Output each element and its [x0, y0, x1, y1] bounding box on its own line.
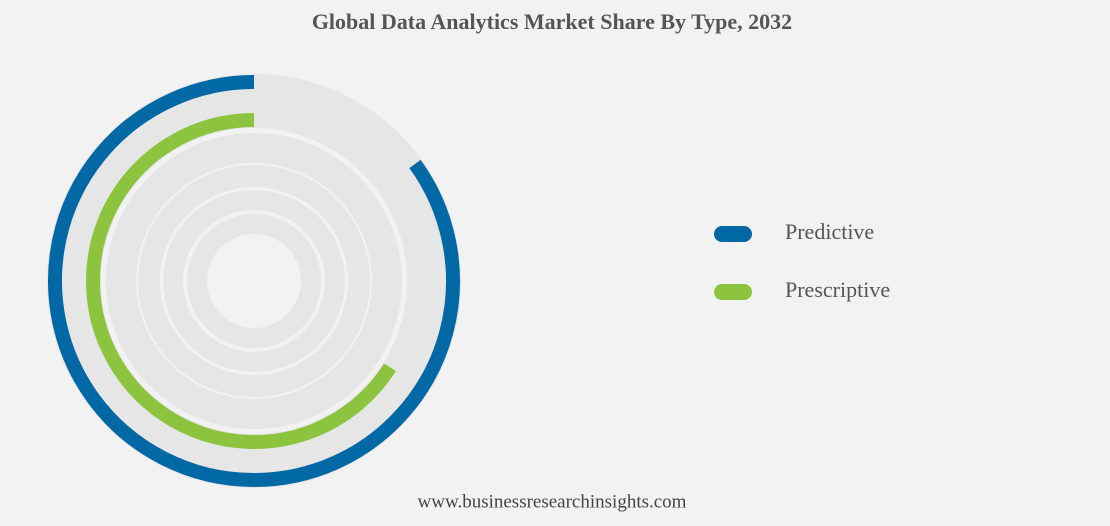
- ring: [187, 214, 321, 348]
- legend-swatch: [714, 284, 752, 300]
- track: [47, 74, 461, 488]
- source: www.businessresearchinsights.com: [418, 491, 687, 512]
- ring: [106, 133, 402, 429]
- ring: [163, 190, 345, 372]
- legend-label: Prescriptive: [785, 277, 890, 302]
- radial-bar: [86, 113, 396, 449]
- ring: [138, 165, 370, 397]
- legend-swatch: [714, 226, 752, 242]
- radial-bar: [48, 75, 460, 487]
- legend-label: Predictive: [785, 219, 874, 244]
- background-rings: [47, 74, 461, 488]
- chart-title: Global Data Analytics Market Share By Ty…: [312, 9, 792, 34]
